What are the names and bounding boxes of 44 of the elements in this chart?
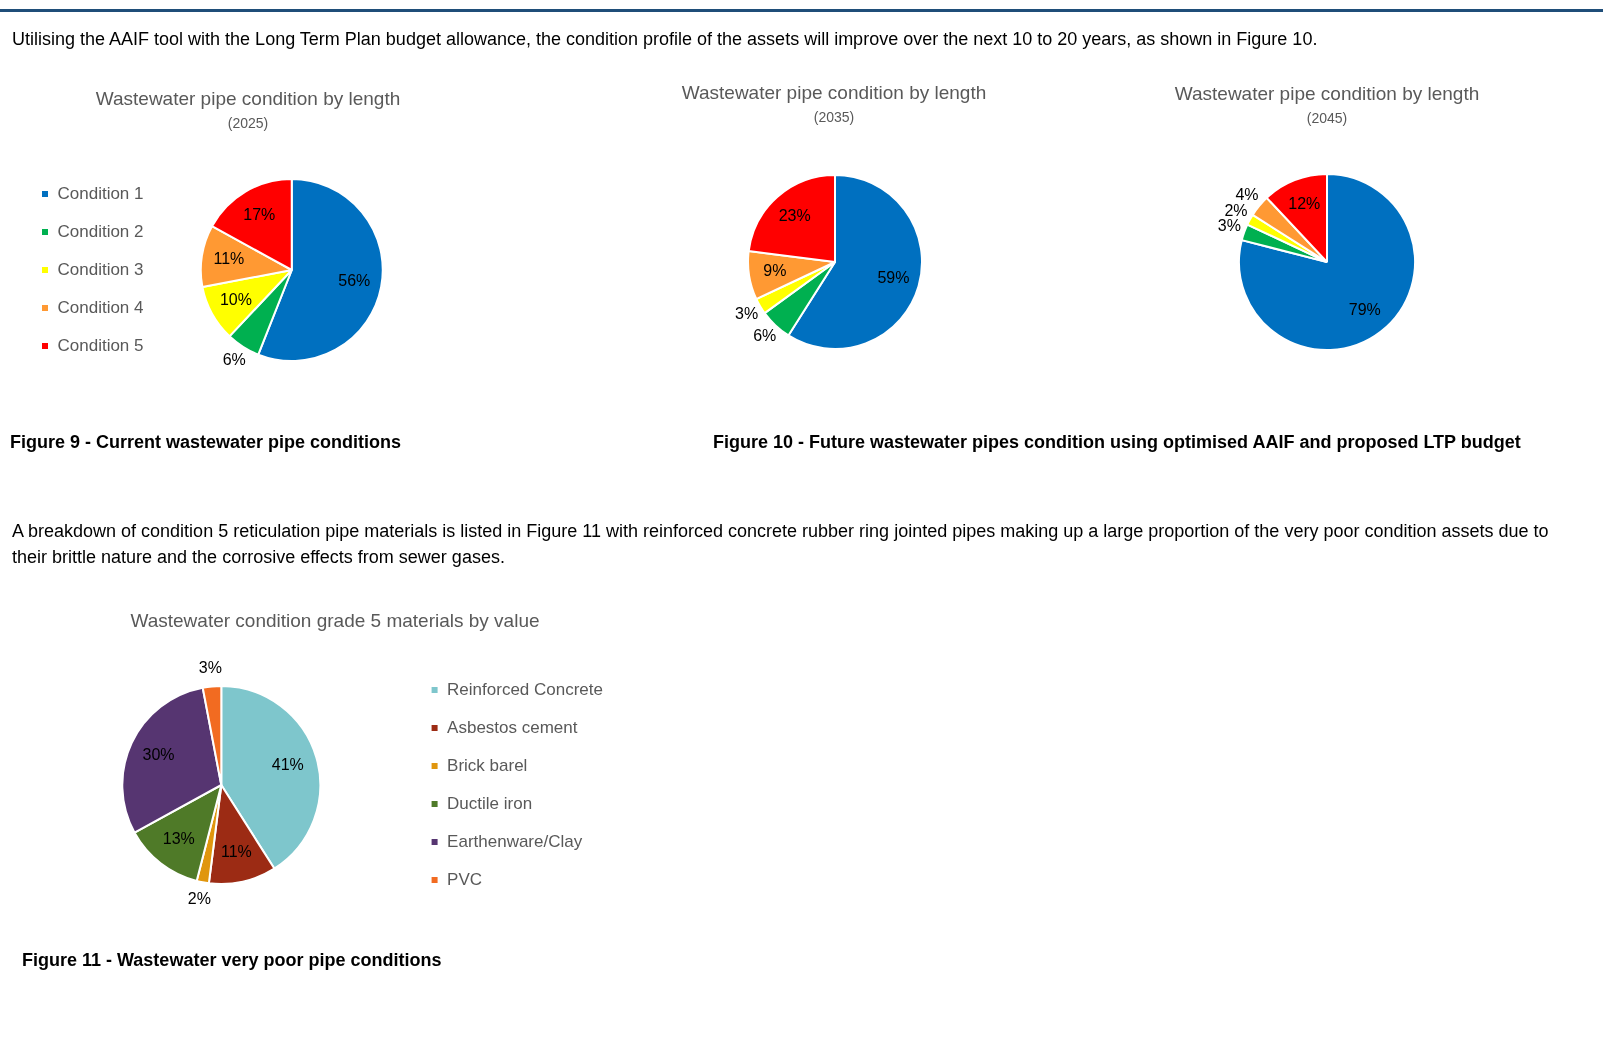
legend-label: Condition 2 [57, 221, 144, 241]
data-label: 3% [198, 659, 222, 677]
legend-label: PVC [447, 869, 483, 889]
data-label: 11% [220, 843, 252, 861]
caption: Figure 11 - Wastewater very poor pipe conditions [22, 950, 442, 971]
legend-label: Brick barel [447, 755, 528, 775]
data-label: 3% [735, 304, 759, 322]
chart-subtitle: (2045) [1306, 110, 1348, 126]
data-label: 6% [222, 351, 246, 369]
legend-label: Condition 4 [57, 297, 144, 317]
data-label: 2% [187, 890, 211, 908]
legend-label: Condition 3 [57, 259, 144, 279]
data-label: 6% [753, 327, 777, 345]
chart-title: Wastewater pipe condition by length [681, 82, 987, 104]
data-label: 3% [1217, 217, 1241, 235]
text: Utilising the AAIF tool with the Long Term Plan budget allowance, the condition profile of the assets will improve over the next 10 to 20 years, as shown in Figure 10. [12, 28, 1319, 51]
data-label: 79% [1348, 301, 1381, 319]
data-label: 23% [778, 206, 811, 224]
data-label: 4% [1235, 186, 1259, 204]
data-label: 10% [219, 291, 252, 309]
data-label: 9% [763, 261, 787, 279]
legend-label: Condition 5 [57, 335, 144, 355]
data-label: 56% [338, 272, 371, 290]
chart-title: Wastewater pipe condition by length [1174, 83, 1480, 105]
caption: Figure 10 - Future wastewater pipes condition using optimised AAIF and proposed LTP budget [713, 432, 1521, 453]
legend-label: Ductile iron [447, 793, 533, 813]
data-label: 30% [142, 745, 175, 763]
caption: Figure 9 - Current wastewater pipe conditions [10, 432, 402, 453]
chart-title: Wastewater pipe condition by length [95, 88, 401, 110]
legend-label: Condition 1 [57, 183, 144, 203]
data-label: 41% [271, 756, 304, 774]
data-label: 12% [1288, 195, 1321, 213]
chart-title: Wastewater condition grade 5 materials by value [130, 610, 540, 632]
legend-label: Earthenware/Clay [447, 831, 583, 851]
text: A breakdown of condition 5 reticulation pipe materials is listed in Figure 11 with reinforced concrete rubber ring jointed pipes making up a large proportion of the very poor condition assets due to their brittle nature and the corrosive effects from sewer gases. [12, 520, 1550, 569]
data-label: 2% [1224, 202, 1248, 220]
data-label: 59% [877, 269, 910, 287]
legend-label: Asbestos cement [447, 717, 578, 737]
data-label: 11% [213, 250, 245, 268]
data-label: 17% [243, 205, 276, 223]
chart-subtitle: (2035) [813, 109, 855, 125]
chart-subtitle: (2025) [227, 115, 269, 131]
legend-label: Reinforced Concrete [447, 679, 604, 699]
data-label: 13% [162, 830, 195, 848]
